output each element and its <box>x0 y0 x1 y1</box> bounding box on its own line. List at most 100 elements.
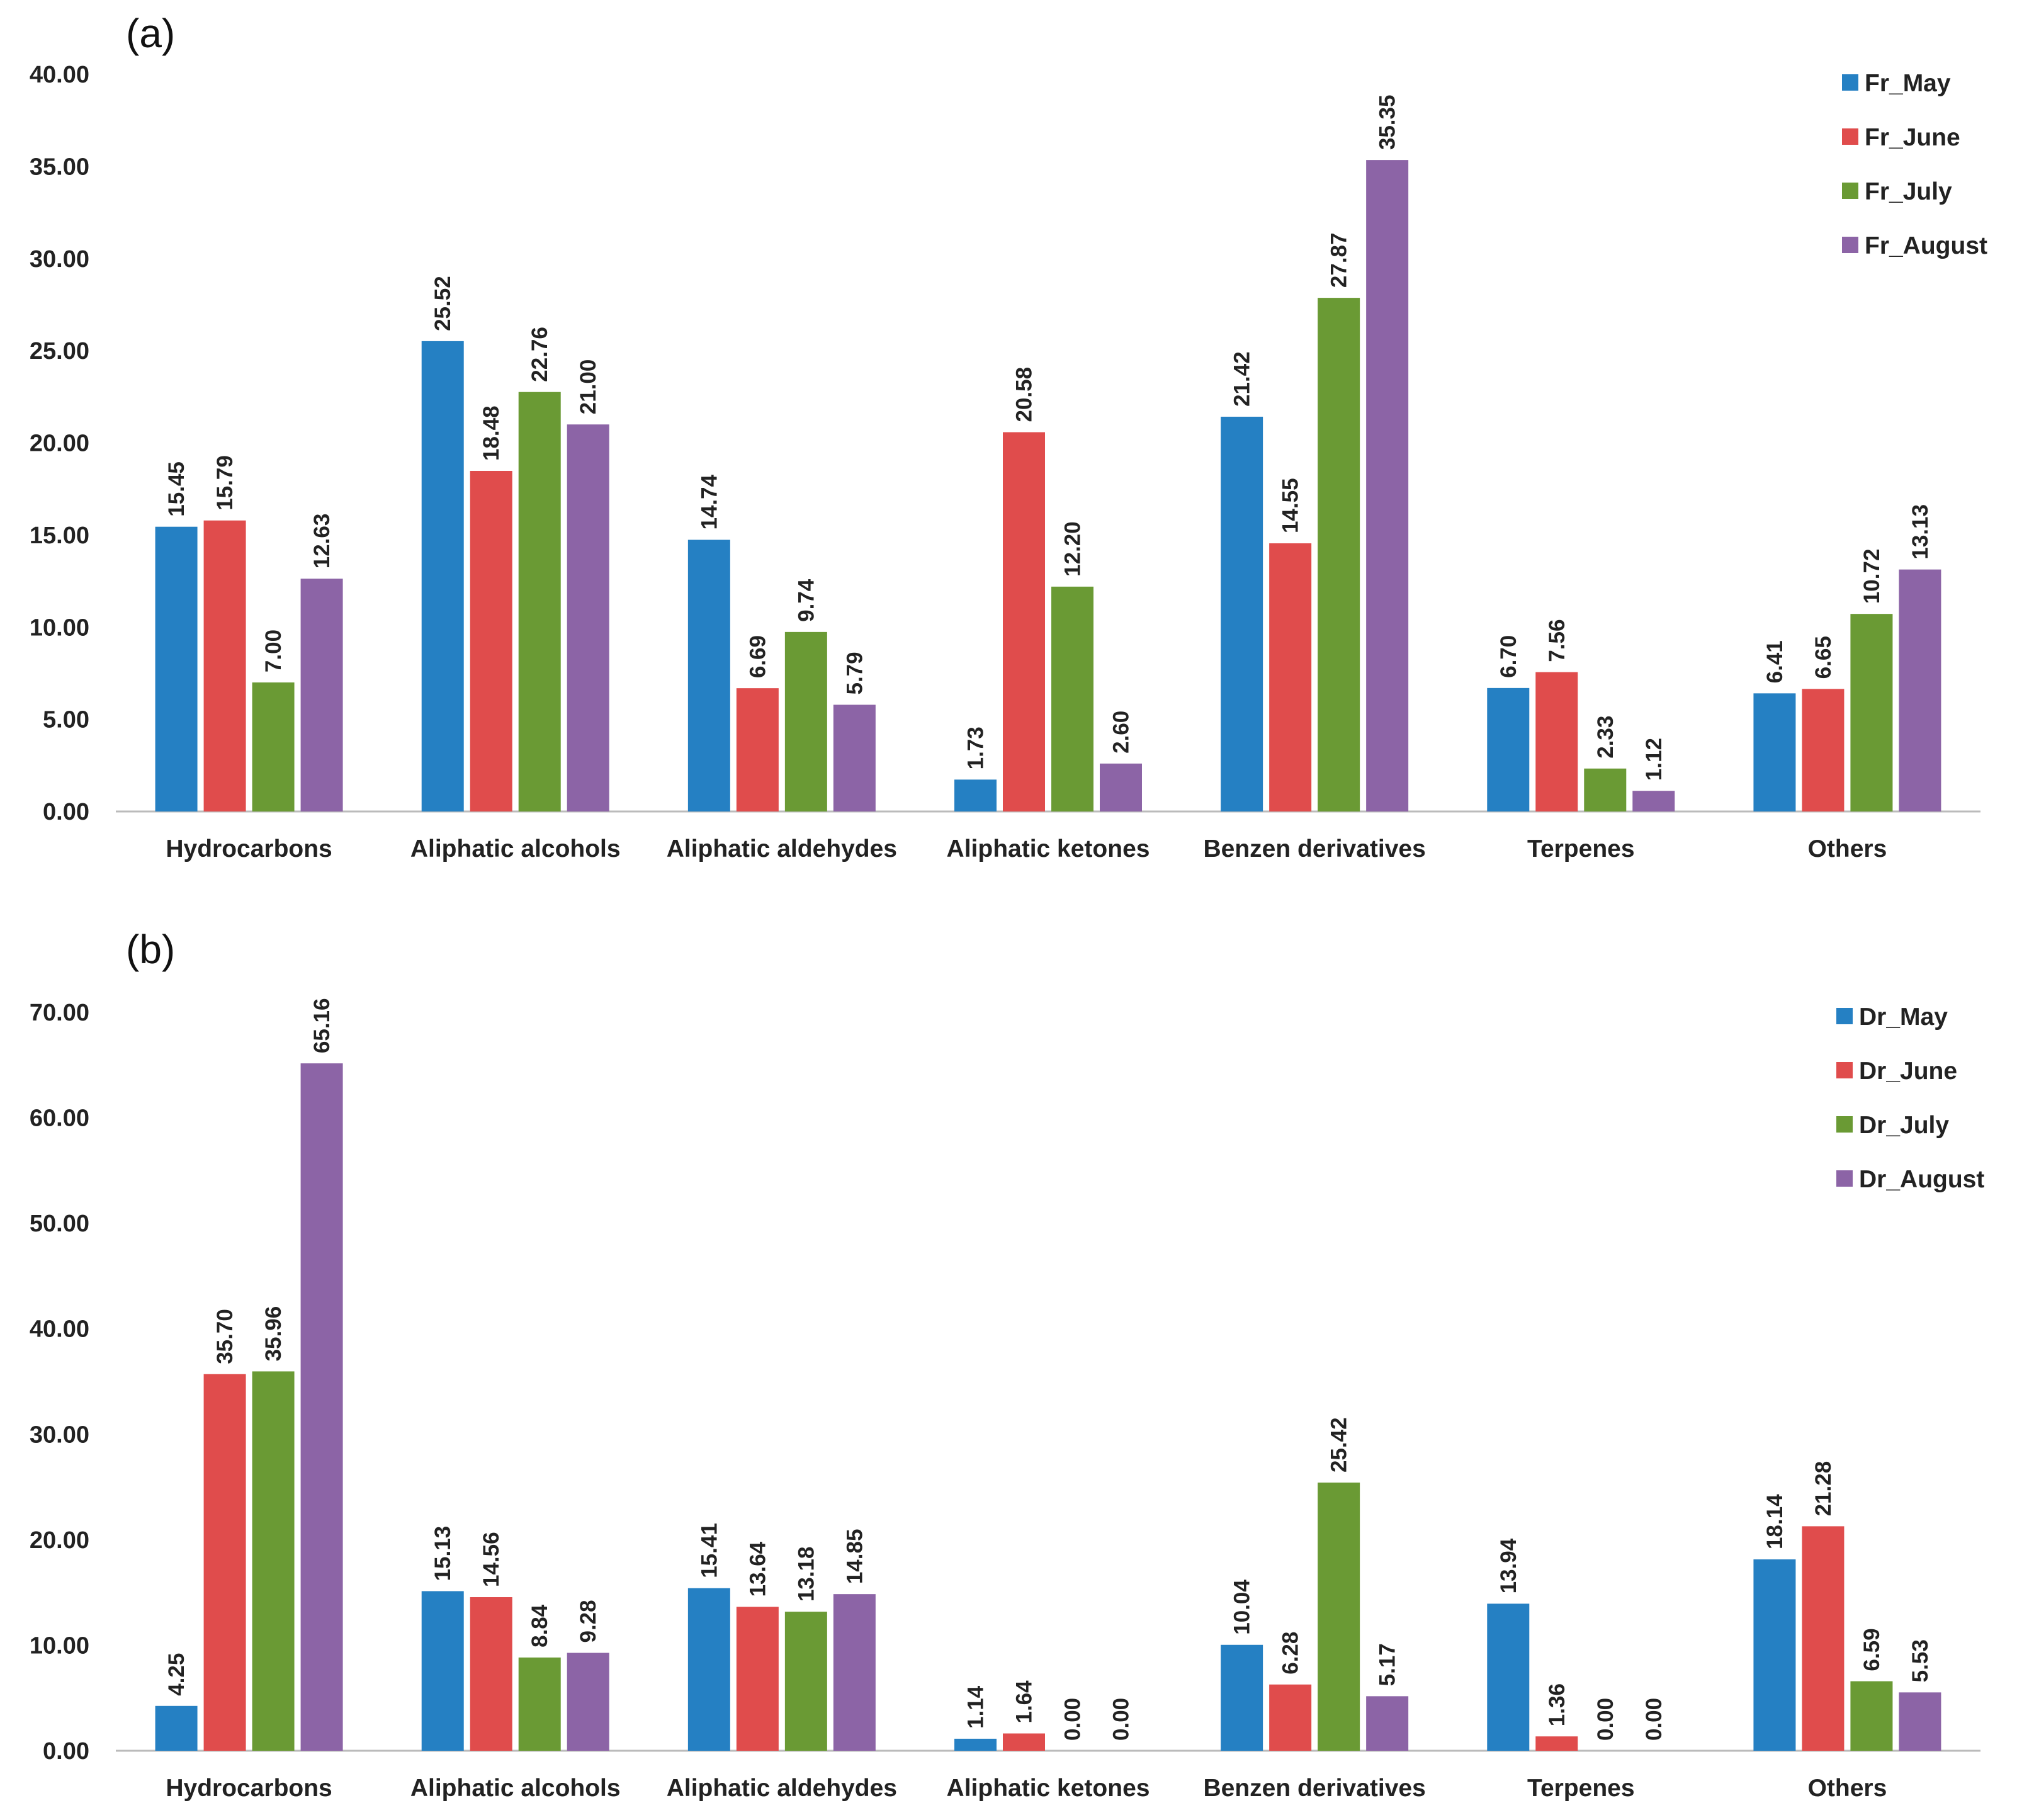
bar-Dr_July-4 <box>1318 1483 1360 1751</box>
data-label: 25.42 <box>1327 1417 1352 1472</box>
y-tick-label: 30.00 <box>30 246 89 273</box>
data-label: 18.14 <box>1763 1494 1787 1549</box>
bar-Dr_May-4 <box>1221 1644 1263 1751</box>
bar-Fr_June-2 <box>736 688 779 811</box>
bar-Fr_June-3 <box>1003 432 1045 811</box>
bar-Dr_August-1 <box>567 1653 609 1751</box>
bar-Fr_July-1 <box>518 392 561 811</box>
y-tick-label: 40.00 <box>30 1316 89 1343</box>
data-label: 22.76 <box>528 327 552 382</box>
legend-swatch <box>1842 128 1858 145</box>
legend-entry: Dr_August <box>1859 1166 1984 1193</box>
legend-entry: Dr_May <box>1859 1003 1948 1031</box>
y-tick-label: 35.00 <box>30 154 89 180</box>
data-label: 21.28 <box>1811 1461 1836 1517</box>
data-label: 15.41 <box>697 1523 721 1578</box>
y-tick-label: 0.00 <box>43 1738 89 1765</box>
data-label: 14.85 <box>842 1529 867 1585</box>
bar-Dr_August-0 <box>300 1063 343 1751</box>
bar-Dr_May-3 <box>954 1738 997 1751</box>
bar-Fr_August-0 <box>300 579 343 811</box>
y-tick-label: 0.00 <box>43 799 89 825</box>
legend-swatch <box>1842 183 1858 199</box>
data-label: 6.69 <box>745 635 770 678</box>
data-label: 9.28 <box>576 1600 601 1642</box>
y-tick-label: 5.00 <box>43 707 89 733</box>
y-tick-label: 20.00 <box>30 1527 89 1554</box>
data-label: 1.12 <box>1642 738 1666 781</box>
bar-Dr_May-0 <box>155 1705 198 1751</box>
data-label: 21.42 <box>1230 351 1255 407</box>
bar-Fr_July-6 <box>1850 614 1893 811</box>
y-tick-label: 50.00 <box>30 1211 89 1237</box>
bar-Fr_May-1 <box>421 341 464 811</box>
bar-Dr_August-6 <box>1899 1692 1941 1751</box>
legend-swatch <box>1836 1008 1853 1024</box>
data-label: 5.79 <box>842 652 867 694</box>
bar-Fr_July-0 <box>252 682 295 811</box>
data-label: 0.00 <box>1642 1698 1666 1741</box>
data-label: 14.55 <box>1279 478 1303 533</box>
bar-Fr_July-4 <box>1318 298 1360 812</box>
bar-Fr_August-2 <box>833 704 876 811</box>
bar-Dr_June-2 <box>736 1607 779 1751</box>
y-tick-label: 70.00 <box>30 1000 89 1026</box>
data-label: 35.70 <box>213 1309 237 1364</box>
data-label: 15.45 <box>164 461 189 517</box>
data-label: 35.96 <box>261 1306 286 1362</box>
data-label: 13.13 <box>1908 504 1933 560</box>
legend-swatch <box>1842 74 1858 91</box>
legend-entry: Dr_July <box>1859 1112 1949 1139</box>
bar-Fr_May-5 <box>1487 687 1530 811</box>
y-tick-label: 60.00 <box>30 1105 89 1132</box>
bar-Dr_July-0 <box>252 1371 295 1751</box>
data-label: 1.64 <box>1012 1680 1037 1724</box>
bar-Dr_June-6 <box>1802 1526 1845 1751</box>
legend-swatch <box>1836 1116 1853 1133</box>
data-label: 10.72 <box>1860 549 1884 604</box>
data-label: 15.13 <box>431 1526 455 1581</box>
chart-panel-b: (b) 0.00 10.00 20.00 30.00 40.00 50.00 60.00 70.… <box>30 927 1984 1802</box>
legend-entry: Fr_June <box>1865 124 1960 151</box>
data-label: 12.63 <box>310 514 334 569</box>
category-label: Aliphatic ketones <box>947 835 1150 862</box>
bar-Dr_June-4 <box>1269 1684 1312 1751</box>
bar-Fr_May-2 <box>687 540 730 811</box>
bar-Dr_July-1 <box>518 1657 561 1751</box>
bar-Dr_August-2 <box>833 1594 876 1751</box>
bar-Fr_June-5 <box>1535 672 1578 811</box>
bar-Dr_July-6 <box>1850 1681 1893 1751</box>
bar-Fr_July-2 <box>784 631 827 811</box>
data-label: 5.17 <box>1376 1643 1400 1686</box>
data-label: 5.53 <box>1908 1639 1933 1682</box>
data-label: 10.04 <box>1230 1580 1255 1635</box>
data-label: 1.73 <box>964 726 988 769</box>
bar-Fr_July-5 <box>1584 768 1627 811</box>
category-label: Aliphatic aldehydes <box>667 835 897 862</box>
data-label: 7.56 <box>1545 619 1569 662</box>
data-label: 7.00 <box>261 630 286 672</box>
bar-Dr_June-1 <box>470 1597 512 1751</box>
bar-Dr_July-2 <box>784 1612 827 1751</box>
y-tick-label: 15.00 <box>30 523 89 549</box>
bar-Fr_August-1 <box>567 424 609 811</box>
bar-Fr_June-6 <box>1802 689 1845 811</box>
panel-label: (a) <box>126 11 175 56</box>
data-label: 18.48 <box>479 405 504 461</box>
bar-Fr_May-3 <box>954 779 997 811</box>
bar-Dr_May-2 <box>687 1588 730 1751</box>
category-label: Aliphatic alcohols <box>410 1775 621 1802</box>
data-label: 14.56 <box>479 1532 504 1587</box>
y-tick-label: 10.00 <box>30 614 89 641</box>
chart-panel-a: (a) 0.00 5.00 10.00 15.00 20.00 25.00 30.00 35.0… <box>30 11 1987 862</box>
data-label: 35.35 <box>1376 95 1400 150</box>
data-label: 27.87 <box>1327 233 1352 288</box>
y-tick-label: 25.00 <box>30 338 89 365</box>
bar-Fr_May-0 <box>155 526 198 811</box>
category-label: Others <box>1808 835 1887 862</box>
category-label: Benzen derivatives <box>1203 835 1425 862</box>
data-label: 6.65 <box>1811 636 1836 679</box>
category-label: Terpenes <box>1527 1775 1635 1802</box>
data-label: 20.58 <box>1012 367 1037 422</box>
category-label: Terpenes <box>1527 835 1635 862</box>
